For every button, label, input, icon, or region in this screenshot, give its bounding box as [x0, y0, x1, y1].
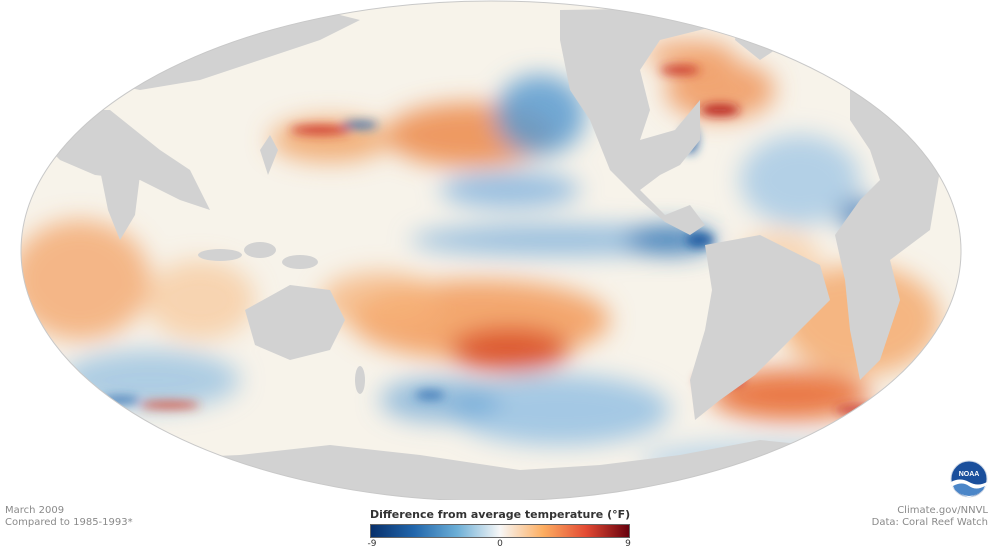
source-label: Data: Coral Reef Watch: [871, 517, 988, 528]
date-label: March 2009: [5, 505, 65, 516]
legend-min-label: -9: [367, 539, 377, 549]
noaa-logo-text: NOAA: [959, 471, 980, 478]
footer-right: Climate.gov/NNVL Data: Coral Reef Watch: [872, 505, 988, 529]
baseline-label: Compared to 1985-1993*: [5, 517, 133, 528]
india: [100, 170, 140, 240]
asia-south: [40, 110, 210, 210]
legend-mid-label: 0: [497, 539, 503, 549]
globe-outline: [20, 0, 962, 500]
footer-left: March 2009 Compared to 1985-1993*: [5, 505, 133, 529]
japan: [260, 135, 278, 175]
legend: Difference from average temperature (°F)…: [367, 508, 631, 550]
australia: [245, 285, 345, 360]
legend-max-label: 9: [625, 539, 631, 549]
legend-title: Difference from average temperature (°F): [370, 508, 631, 521]
north-america: [560, 8, 720, 235]
credit-label: Climate.gov/NNVL: [897, 505, 988, 516]
south-america: [690, 235, 830, 420]
sea-surface-temperature-anomaly-map: [20, 0, 962, 500]
legend-ticks: -9 0 9: [367, 538, 631, 550]
noaa-logo: NOAA: [950, 460, 988, 498]
legend-color-bar: [370, 524, 630, 538]
